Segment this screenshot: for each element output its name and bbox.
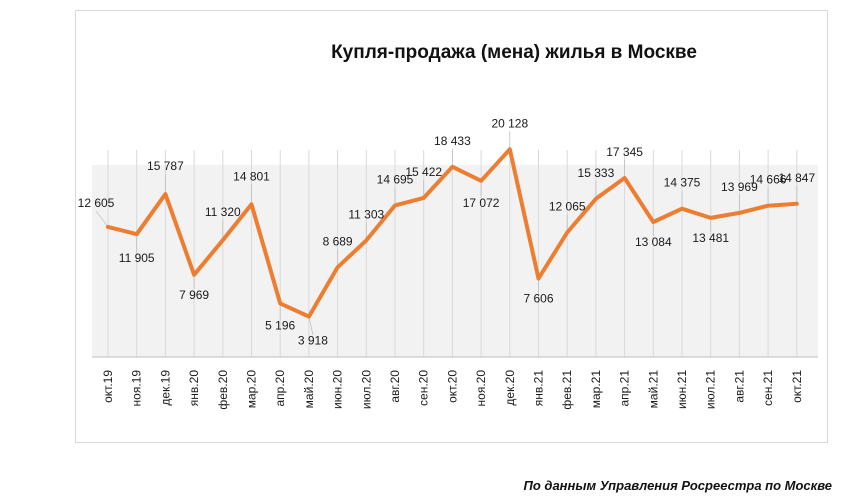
- x-tick-label: мар.21: [589, 370, 603, 409]
- x-tick-label: июн.20: [331, 370, 345, 409]
- x-tick-label: авг.21: [732, 370, 746, 403]
- x-tick-label: окт.21: [790, 370, 804, 403]
- data-labels: 12 605 11 905 15 787 7 969 11 320 14 801 5 196…: [78, 116, 816, 347]
- leader-line: [308, 316, 314, 335]
- x-tick-label: июл.21: [704, 370, 718, 409]
- x-tick-labels: окт.19 ноя.19 дек.19 янв.20 фев.20 мар.20 апр.…: [101, 370, 804, 410]
- x-tick-label: апр.21: [618, 370, 632, 407]
- data-label: 13 084: [635, 235, 672, 249]
- data-label: 11 905: [119, 251, 155, 265]
- x-tick-label: сен.20: [417, 370, 431, 406]
- x-tick-label: июл.20: [359, 370, 373, 409]
- x-tick-label: авг.20: [388, 370, 402, 403]
- x-tick-label: май.20: [302, 370, 316, 409]
- data-label: 13 969: [721, 180, 758, 194]
- data-label: 15 333: [578, 166, 615, 180]
- x-tick-label: сен.21: [761, 370, 775, 406]
- x-tick-label: янв.20: [187, 370, 201, 407]
- x-tick-label: ноя.19: [130, 370, 144, 407]
- data-label: 7 969: [179, 288, 209, 302]
- data-label: 7 606: [523, 292, 553, 306]
- x-tick-label: май.21: [646, 370, 660, 409]
- data-label: 17 072: [463, 196, 500, 210]
- data-label: 12 605: [78, 196, 115, 210]
- data-label: 14 375: [664, 176, 701, 190]
- x-tick-label: апр.20: [273, 370, 287, 407]
- series-line: [106, 147, 799, 319]
- x-tick-label: фев.21: [560, 370, 574, 410]
- plot-shadow: [92, 165, 818, 357]
- data-label: 13 481: [692, 231, 729, 245]
- data-label: 14 801: [233, 169, 270, 183]
- chart-title: Купля-продажа (мена) жилья в Москве: [331, 42, 697, 63]
- x-tick-label: фев.20: [216, 370, 230, 410]
- x-tick-label: окт.19: [101, 370, 115, 403]
- data-label: 14 666: [750, 173, 787, 187]
- x-tick-label: дек.19: [158, 370, 172, 406]
- data-label: 14 847: [778, 171, 815, 185]
- x-tick-label: янв.21: [532, 370, 546, 407]
- data-label: 5 196: [265, 318, 295, 332]
- data-label: 12 065: [549, 200, 586, 214]
- leader-lines: [95, 131, 798, 335]
- data-label: 8 689: [323, 234, 353, 248]
- x-tick-label: ноя.20: [474, 370, 488, 407]
- data-label: 15 787: [147, 159, 184, 173]
- data-label: 14 695: [377, 172, 414, 186]
- leader-line: [95, 210, 109, 228]
- x-tick-label: окт.20: [445, 370, 459, 403]
- data-label: 17 345: [606, 145, 643, 159]
- data-label: 11 303: [348, 207, 384, 221]
- data-label: 11 320: [205, 205, 241, 219]
- x-tick-label: мар.20: [245, 370, 259, 409]
- data-label: 3 918: [298, 334, 328, 348]
- source-note: По данным Управления Росреестра по Москв…: [523, 478, 833, 493]
- data-label: 20 128: [491, 116, 528, 130]
- x-tick-label: июн.21: [675, 370, 689, 409]
- x-tick-label: дек.20: [503, 370, 517, 406]
- data-label: 18 433: [434, 134, 471, 148]
- data-label: 15 422: [405, 165, 442, 179]
